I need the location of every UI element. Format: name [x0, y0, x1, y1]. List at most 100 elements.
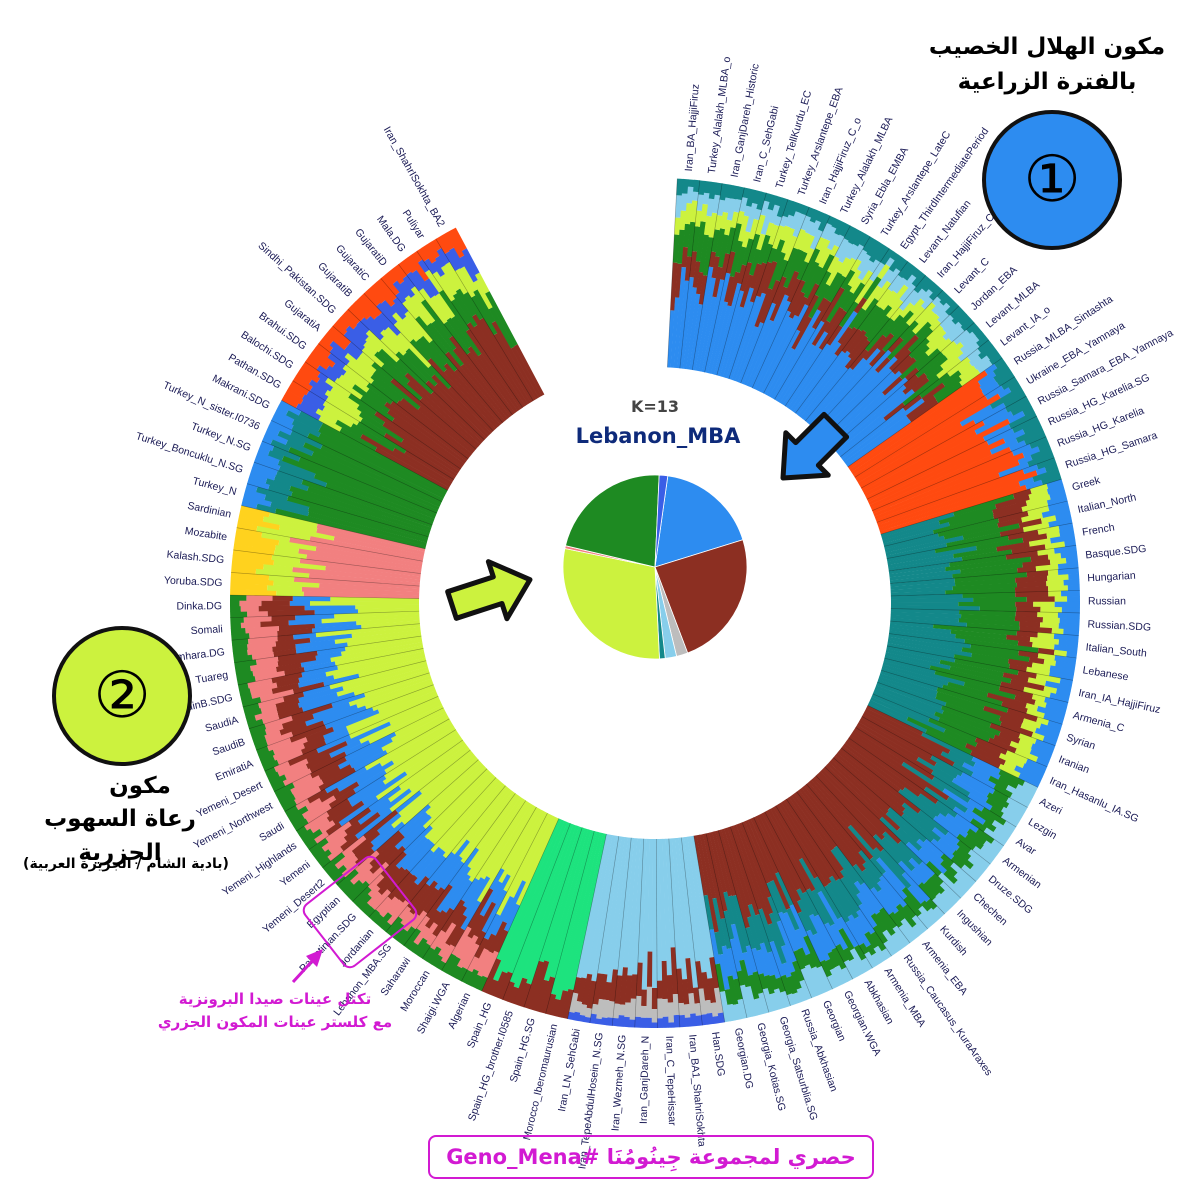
admixture-segment — [732, 894, 751, 947]
population-divider — [814, 289, 943, 430]
admixture-segment — [953, 494, 1015, 517]
admixture-segment — [385, 715, 450, 754]
admixture-segment — [809, 209, 821, 224]
admixture-segment — [777, 343, 816, 403]
admixture-segment — [461, 248, 480, 276]
admixture-segment — [392, 312, 420, 342]
admixture-segment — [237, 682, 249, 691]
admixture-segment — [291, 424, 310, 438]
admixture-segment — [574, 1001, 583, 1013]
admixture-segment — [435, 293, 456, 319]
admixture-segment — [343, 331, 366, 351]
admixture-segment — [745, 945, 758, 973]
admixture-segment — [778, 802, 832, 885]
admixture-segment — [236, 521, 258, 532]
admixture-segment — [273, 475, 309, 492]
admixture-segment — [925, 336, 947, 357]
admixture-segment — [980, 845, 998, 860]
admixture-segment — [1044, 696, 1069, 709]
admixture-segment — [271, 780, 286, 792]
admixture-segment — [436, 960, 446, 971]
admixture-segment — [883, 658, 936, 675]
admixture-segment — [360, 417, 387, 437]
admixture-segment — [1048, 517, 1073, 528]
admixture-segment — [375, 896, 392, 914]
admixture-segment — [1009, 663, 1028, 672]
admixture-segment — [834, 391, 906, 453]
admixture-segment — [1050, 534, 1076, 544]
admixture-segment — [326, 365, 343, 379]
admixture-segment — [999, 721, 1034, 738]
admixture-segment — [368, 285, 386, 304]
admixture-segment — [1001, 376, 1018, 391]
admixture-segment — [303, 811, 330, 831]
admixture-segment — [261, 600, 290, 607]
admixture-segment — [1054, 601, 1080, 608]
admixture-segment — [426, 241, 440, 259]
admixture-segment — [368, 785, 402, 812]
admixture-segment — [356, 617, 420, 626]
admixture-segment — [374, 351, 411, 384]
admixture-segment — [694, 1003, 702, 1016]
admixture-segment — [329, 660, 427, 690]
admixture-segment — [398, 881, 418, 903]
admixture-segment — [927, 876, 945, 895]
admixture-segment — [1047, 552, 1062, 561]
admixture-segment — [230, 622, 242, 629]
k-label: K=13 — [631, 397, 679, 416]
admixture-segment — [413, 846, 443, 878]
admixture-segment — [875, 857, 906, 891]
admixture-segment — [352, 383, 390, 414]
admixture-segment — [772, 805, 818, 879]
admixture-segment — [692, 987, 700, 1004]
admixture-segment — [396, 400, 471, 459]
admixture-segment — [276, 789, 293, 802]
admixture-segment — [418, 288, 448, 325]
admixture-segment — [715, 830, 737, 897]
admixture-segment — [403, 352, 438, 387]
admixture-segment — [767, 923, 787, 965]
admixture-segment — [500, 806, 540, 871]
admixture-segment — [1014, 748, 1039, 763]
admixture-segment — [1048, 590, 1062, 597]
admixture-segment — [825, 958, 835, 971]
admixture-segment — [342, 663, 428, 691]
admixture-segment — [878, 875, 908, 908]
admixture-segment — [794, 296, 808, 317]
admixture-segment — [786, 975, 798, 995]
admixture-segment — [252, 735, 267, 745]
admixture-segment — [976, 335, 989, 348]
admixture-segment — [854, 916, 869, 935]
admixture-segment — [1057, 562, 1079, 570]
admixture-segment — [316, 527, 425, 555]
admixture-segment — [338, 374, 356, 389]
admixture-segment — [705, 832, 728, 912]
admixture-segment — [326, 798, 350, 817]
admixture-segment — [390, 710, 447, 742]
admixture-segment — [1064, 539, 1077, 548]
admixture-segment — [886, 645, 956, 663]
admixture-segment — [248, 472, 268, 484]
admixture-segment — [473, 937, 489, 959]
admixture-segment — [887, 336, 904, 354]
population-label: Kurdish — [937, 923, 970, 958]
admixture-segment — [730, 223, 743, 253]
admixture-segment — [789, 904, 808, 938]
admixture-segment — [518, 982, 532, 1008]
admixture-segment — [838, 927, 855, 952]
admixture-segment — [230, 589, 277, 596]
admixture-segment — [858, 850, 883, 879]
admixture-segment — [1037, 525, 1060, 536]
admixture-segment — [450, 298, 471, 325]
admixture-segment — [368, 909, 380, 921]
admixture-segment — [967, 798, 985, 812]
admixture-segment — [446, 956, 461, 977]
admixture-segment — [288, 618, 322, 626]
admixture-segment — [485, 291, 518, 347]
admixture-segment — [337, 737, 393, 770]
admixture-segment — [339, 834, 359, 852]
admixture-segment — [284, 390, 304, 405]
admixture-segment — [983, 840, 1001, 856]
admixture-segment — [231, 566, 257, 575]
admixture-segment — [984, 385, 1005, 401]
